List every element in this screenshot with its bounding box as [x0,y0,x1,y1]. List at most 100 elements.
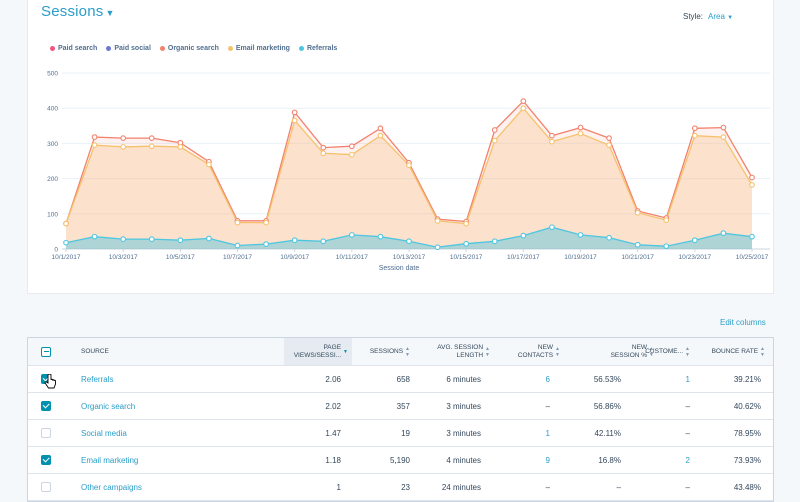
data-point [377,132,384,139]
style-label: Style: [683,12,704,21]
avg-session-value: 3 minutes [420,420,481,446]
data-point [348,143,355,150]
data-point [520,98,527,105]
row-checkbox-box [41,428,51,438]
x-tick-label: 10/25/2017 [736,254,769,261]
data-point [291,237,298,244]
header-new-session-pct[interactable]: New session % ▲ ▼ [572,338,654,365]
header-new-contacts[interactable]: New contacts ▲ ▼ [498,338,560,365]
source-link[interactable]: Social media [81,420,127,446]
source-link-text: Organic search [81,401,136,411]
report-title-dropdown[interactable]: Sessions ▼ [41,3,115,20]
header-source[interactable]: Source [81,338,109,365]
y-tick-label: 200 [47,176,58,183]
legend-item[interactable]: Paid search [50,45,97,52]
data-point [348,232,355,238]
select-all-checkbox[interactable] [41,338,51,365]
data-point [463,240,470,247]
row-checkbox[interactable] [41,420,51,446]
bounce-rate-value-text: 39.21% [733,374,761,384]
legend-item[interactable]: Referrals [298,45,337,52]
new-contacts-value[interactable]: 6 [498,366,550,392]
data-point [63,239,69,246]
new-contacts-value-text: 6 [545,374,550,384]
bounce-rate-value-text: 43.48% [733,482,761,492]
sessions-value: 19 [358,420,410,446]
data-point [234,242,241,249]
header-bounce-label: Bounce rate [711,348,759,355]
x-tick-label: 10/19/2017 [564,254,597,261]
data-point [320,150,327,157]
data-point [491,238,498,245]
header-customers[interactable]: Custome... ▲ ▼ [636,338,690,365]
report-title: Sessions [41,3,104,20]
hand-cursor-icon [44,374,56,389]
data-point [377,125,384,132]
table-row: Social media 1.47 19 3 minutes 1 42.11% – 78.95… [28,420,773,447]
row-checkbox[interactable] [41,393,51,419]
data-point [491,137,498,144]
source-link[interactable]: Referrals [81,366,113,392]
avg-session-value-text: 4 minutes [446,455,481,465]
customers-value: – [636,420,690,446]
sessions-area-chart: 0 100 200 300 400 500 10/1/2017 10/3/2017 10/5/2… [47,71,770,272]
data-point [634,209,641,216]
legend-item[interactable]: Email marketing [227,45,290,52]
row-checkbox[interactable] [41,474,51,500]
header-avg-session[interactable]: Avg. session length ▲ ▼ [420,338,490,365]
legend-dot-icon [298,46,304,51]
source-link[interactable]: Other campaigns [81,474,142,500]
avg-session-value-text: 3 minutes [446,401,481,411]
new-contacts-value-text: 1 [545,428,550,438]
page-views-value: 2.06 [284,366,341,392]
data-point [691,125,698,132]
sort-icon: ▲ ▼ [685,345,690,358]
bounce-rate-value: 73.93% [704,447,761,473]
table-row: Referrals 2.06 658 6 minutes 6 56.53% 1 39.21% [28,366,773,393]
customers-value: – [636,393,690,419]
data-point [377,233,384,240]
new-session-pct-value: 16.8% [572,447,621,473]
data-point [120,144,127,150]
legend-item[interactable]: Organic search [159,45,219,52]
source-link-text: Other campaigns [81,482,142,492]
page-views-value-text: 2.06 [325,374,341,384]
header-page-views[interactable]: Page views/sessi... ▼ [284,338,352,365]
sessions-value: 357 [358,393,410,419]
row-checkbox[interactable] [41,447,51,473]
style-dropdown[interactable]: Area ▼ [708,12,733,21]
new-contacts-value-text: – [545,401,550,411]
customers-value[interactable]: 2 [636,447,690,473]
source-link-text: Referrals [81,374,114,384]
data-point [606,135,612,141]
new-contacts-value[interactable]: 9 [498,447,550,473]
data-point [434,244,441,251]
source-link[interactable]: Email marketing [81,447,138,473]
customers-value[interactable]: 1 [636,366,690,392]
source-link[interactable]: Organic search [81,393,135,419]
header-customers-label: Custome... [645,348,684,355]
bounce-rate-value-text: 40.62% [733,401,761,411]
header-bounce-rate[interactable]: Bounce rate ▲ ▼ [704,338,765,365]
bounce-rate-value: 78.95% [704,420,761,446]
legend-item[interactable]: Paid social [106,45,151,52]
bounce-rate-value-text: 73.93% [733,455,761,465]
chart-legend: Paid search Paid social Organic search Emai… [50,45,337,52]
table-row: Organic search 2.02 357 3 minutes – 56.86% – 40… [28,393,773,420]
data-point [291,109,298,116]
series-area [66,227,752,249]
data-point [549,138,555,145]
page-views-value-text: 1.47 [325,428,341,438]
y-tick-label: 300 [47,141,58,148]
new-session-pct-value: 42.11% [572,420,621,446]
header-sessions[interactable]: Sessions ▲ ▼ [358,338,410,365]
data-point [148,143,155,150]
header-source-label: Source [81,348,109,355]
x-tick-label: 10/11/2017 [336,254,368,261]
data-point [234,219,241,226]
data-point [91,134,98,140]
data-point [177,237,184,244]
data-point [148,135,155,141]
new-contacts-value[interactable]: 1 [498,420,550,446]
edit-columns-link[interactable]: Edit columns [720,318,766,327]
